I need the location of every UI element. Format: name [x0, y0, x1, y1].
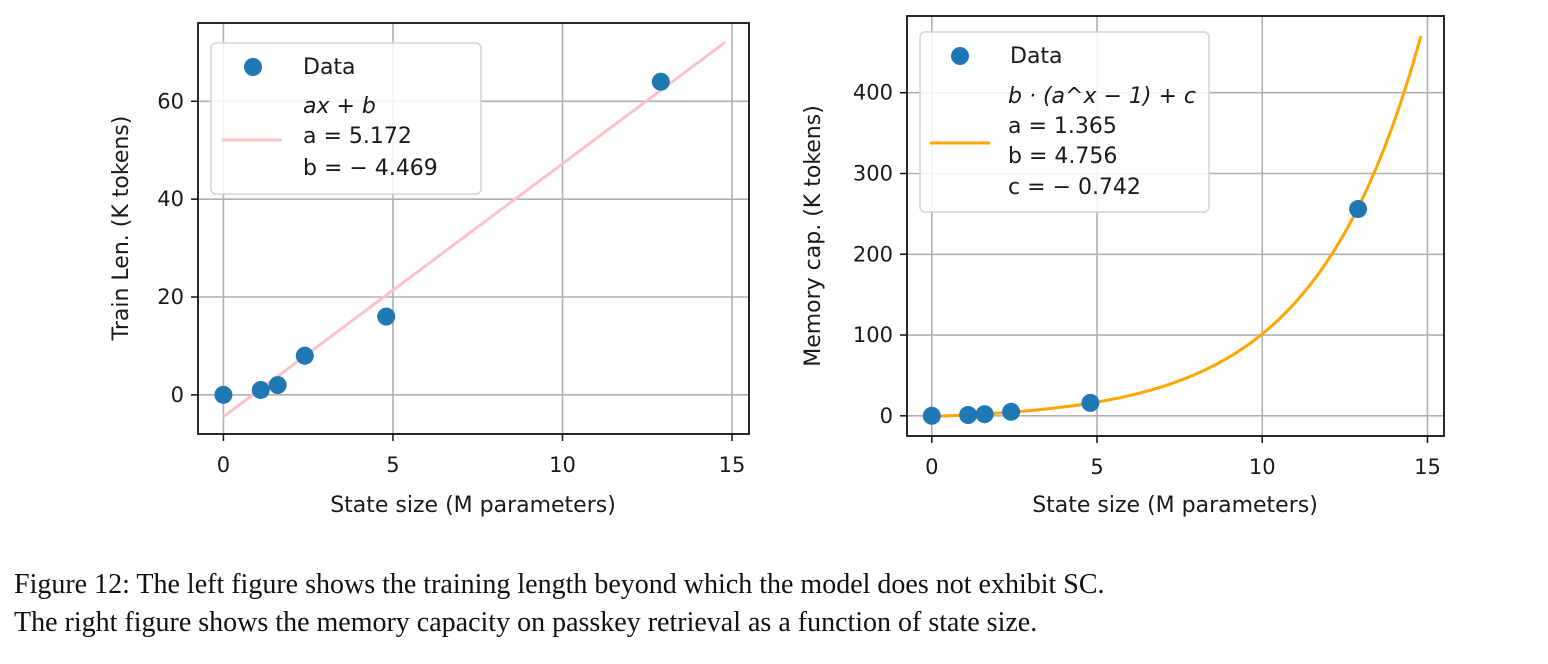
left-axes-frame: [197, 22, 750, 435]
data-point: [268, 376, 287, 395]
y-tick-label: 20: [157, 285, 184, 309]
right-chart: 0 5 10 15 0 100 200 300 400 State size (M parame…: [801, 15, 1445, 518]
x-tick-label: 5: [1090, 455, 1103, 479]
data-point: [651, 72, 670, 91]
x-tick-label: 15: [1414, 455, 1441, 479]
caption-line-1: Figure 12: The left figure shows the tra…: [14, 569, 1105, 600]
right-legend-fit-param-c: c = − 0.742: [1008, 175, 1141, 200]
data-point: [1081, 393, 1100, 412]
left-legend-fit-formula: ax + b: [303, 94, 376, 119]
data-point: [295, 346, 314, 365]
y-tick-label: 0: [171, 383, 184, 407]
data-point: [1002, 402, 1021, 421]
x-tick-label: 0: [217, 453, 230, 477]
left-legend-fit-param-a: a = 5.172: [303, 124, 412, 149]
data-point: [214, 385, 233, 404]
y-tick-label: 60: [157, 89, 184, 113]
x-tick-label: 0: [925, 455, 938, 479]
right-legend-fit-param-a: a = 1.365: [1008, 114, 1117, 139]
right-y-axis-label: Memory cap. (K tokens): [801, 105, 826, 367]
right-axes-frame: [906, 15, 1445, 437]
figure-caption: Figure 12: The left figure shows the tra…: [14, 566, 1544, 642]
data-point: [959, 406, 978, 424]
right-plot-area: [922, 35, 1423, 425]
right-legend-fit-formula: b · (a^x − 1) + c: [1008, 84, 1196, 109]
data-point: [1349, 200, 1368, 219]
right-legend-data-label: Data: [1010, 44, 1063, 69]
right-legend-box: [919, 31, 1210, 213]
data-point: [251, 380, 270, 399]
right-legend-fit-param-b: b = 4.756: [1008, 144, 1117, 169]
y-tick-label: 0: [880, 404, 893, 428]
y-tick-label: 40: [157, 187, 184, 211]
right-x-axis-label: State size (M parameters): [1032, 493, 1318, 518]
caption-line-2: The right figure shows the memory capaci…: [14, 607, 1038, 638]
y-tick-label: 400: [853, 81, 893, 105]
left-y-axis-label: Train Len. (K tokens): [109, 116, 134, 342]
data-point: [377, 307, 396, 326]
left-legend-data-label: Data: [303, 55, 356, 80]
y-tick-label: 300: [853, 162, 893, 186]
left-legend-data-marker: [244, 58, 262, 76]
y-tick-label: 200: [853, 242, 893, 266]
left-ticks: 0 5 10 15 0 20 40 60: [157, 89, 745, 477]
left-legend-fit-param-b: b = − 4.469: [303, 156, 438, 181]
left-x-axis-label: State size (M parameters): [330, 493, 616, 518]
x-tick-label: 10: [549, 453, 576, 477]
right-legend: Data b · (a^x − 1) + c a = 1.365 b = 4.7…: [919, 31, 1210, 213]
left-legend: Data ax + b a = 5.172 b = − 4.469: [210, 42, 482, 195]
x-tick-label: 15: [719, 453, 746, 477]
right-ticks: 0 5 10 15 0 100 200 300 400: [853, 81, 1441, 479]
data-point: [975, 405, 994, 424]
data-point: [922, 406, 941, 425]
x-tick-label: 10: [1249, 455, 1276, 479]
right-legend-data-marker: [951, 47, 969, 65]
left-legend-box: [210, 42, 482, 195]
x-tick-label: 5: [386, 453, 399, 477]
y-tick-label: 100: [853, 323, 893, 347]
left-plot-area: [214, 40, 727, 418]
